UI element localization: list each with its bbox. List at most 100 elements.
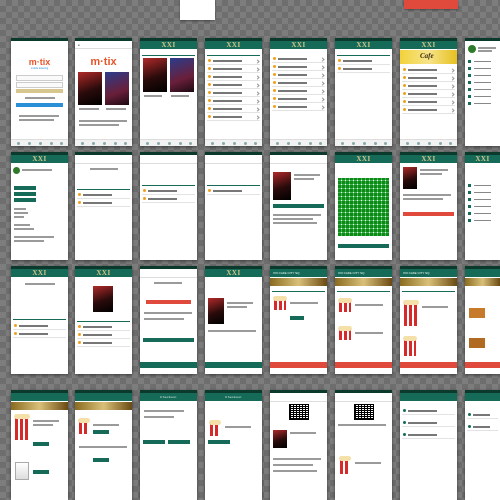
list-item[interactable]: [207, 58, 260, 65]
list-item[interactable]: [207, 188, 260, 195]
menu-item[interactable]: [468, 205, 497, 208]
list-item[interactable]: [272, 64, 325, 71]
screen-mtix-home: ● m·tix: [75, 38, 132, 146]
cart-bar[interactable]: [335, 362, 392, 368]
mtix-tagline: mobile ticketing: [30, 67, 49, 70]
menu-item[interactable]: [468, 219, 497, 222]
list-item[interactable]: [142, 188, 195, 195]
list-item[interactable]: [402, 67, 455, 74]
pay-button[interactable]: [403, 212, 454, 216]
menu-item[interactable]: [468, 184, 497, 187]
list-item[interactable]: [207, 66, 260, 73]
list-item[interactable]: [337, 58, 390, 65]
register-button[interactable]: [16, 103, 63, 107]
action-button[interactable]: [14, 186, 36, 190]
list-item[interactable]: [13, 323, 66, 330]
forgot-password-link[interactable]: [25, 97, 55, 99]
list-item[interactable]: [272, 88, 325, 95]
login-button[interactable]: [16, 89, 63, 93]
date-tabs[interactable]: [207, 182, 260, 186]
payment-option[interactable]: [146, 300, 191, 304]
movie-tabs[interactable]: [77, 186, 130, 190]
menu-tabs[interactable]: [272, 288, 325, 292]
search-header[interactable]: [75, 155, 132, 164]
screen-showtimes: [140, 152, 197, 260]
date-tabs[interactable]: [142, 182, 195, 186]
list-item[interactable]: [272, 56, 325, 63]
list-item[interactable]: [402, 99, 455, 106]
menu-item[interactable]: [468, 95, 497, 98]
list-item[interactable]: [77, 332, 130, 339]
list-item[interactable]: [207, 74, 260, 81]
confirm-bar[interactable]: [205, 362, 262, 368]
option-button[interactable]: [143, 440, 165, 444]
pay-button[interactable]: [143, 338, 194, 342]
action-button[interactable]: [14, 198, 36, 202]
list-item[interactable]: [337, 66, 390, 73]
menu-item[interactable]: [468, 191, 497, 194]
list-item[interactable]: [13, 331, 66, 338]
list-item[interactable]: [402, 420, 455, 427]
movie-poster-1[interactable]: [143, 58, 167, 92]
list-item[interactable]: [272, 104, 325, 111]
list-item[interactable]: [207, 106, 260, 113]
xxi-header: XXI: [11, 155, 68, 163]
option-button[interactable]: [208, 440, 230, 444]
movie-poster-1[interactable]: [78, 72, 102, 105]
list-item[interactable]: [77, 200, 130, 207]
username-field[interactable]: [16, 75, 63, 81]
xxi-header: XXI: [205, 41, 262, 49]
buy-ticket-button[interactable]: [273, 204, 324, 208]
menu-item[interactable]: [468, 88, 497, 91]
list-item[interactable]: [207, 82, 260, 89]
add-button[interactable]: [33, 470, 49, 474]
list-item[interactable]: [467, 412, 498, 419]
list-item[interactable]: [402, 83, 455, 90]
list-item[interactable]: [402, 408, 455, 415]
list-item[interactable]: [402, 432, 455, 439]
xxi-header: XXI: [335, 155, 392, 163]
cart-bar[interactable]: [465, 362, 500, 368]
menu-item[interactable]: [468, 198, 497, 201]
list-item[interactable]: [142, 196, 195, 203]
confirm-bar[interactable]: [140, 362, 197, 368]
list-item[interactable]: [77, 192, 130, 199]
list-item[interactable]: [402, 107, 455, 114]
movie-tabs[interactable]: [142, 52, 195, 56]
location-header[interactable]: ●: [75, 41, 132, 49]
cart-bar[interactable]: [270, 362, 327, 368]
list-item[interactable]: [207, 114, 260, 121]
tabs[interactable]: [13, 316, 66, 320]
quantity-stepper[interactable]: [93, 458, 109, 462]
cart-bar[interactable]: [400, 362, 457, 368]
list-item[interactable]: [467, 424, 498, 431]
menu-item[interactable]: [468, 74, 497, 77]
menu-item[interactable]: [468, 102, 497, 105]
list-item[interactable]: [207, 98, 260, 105]
action-button[interactable]: [14, 192, 36, 196]
popcorn-icon: [209, 420, 221, 436]
list-item[interactable]: [77, 324, 130, 331]
seat-grid[interactable]: [338, 178, 389, 236]
menu-item[interactable]: [468, 67, 497, 70]
chevron-right-icon: [255, 58, 260, 64]
add-to-cart-button[interactable]: [290, 316, 304, 320]
list-item[interactable]: [272, 80, 325, 87]
list-item[interactable]: [272, 96, 325, 103]
add-button[interactable]: [33, 442, 49, 446]
password-field[interactable]: [16, 82, 63, 88]
movie-poster-2[interactable]: [170, 58, 194, 92]
quantity-stepper[interactable]: [93, 430, 109, 434]
list-item[interactable]: [402, 91, 455, 98]
list-item[interactable]: [272, 72, 325, 79]
menu-item[interactable]: [468, 60, 497, 63]
list-item[interactable]: [207, 90, 260, 97]
list-item[interactable]: [402, 75, 455, 82]
option-button[interactable]: [168, 440, 190, 444]
menu-item[interactable]: [468, 81, 497, 84]
menu-item[interactable]: [468, 212, 497, 215]
screen-side-menu-2: XXI: [465, 152, 500, 260]
movie-poster-2[interactable]: [105, 72, 129, 105]
confirm-seats-button[interactable]: [338, 244, 389, 248]
list-item[interactable]: [77, 340, 130, 347]
